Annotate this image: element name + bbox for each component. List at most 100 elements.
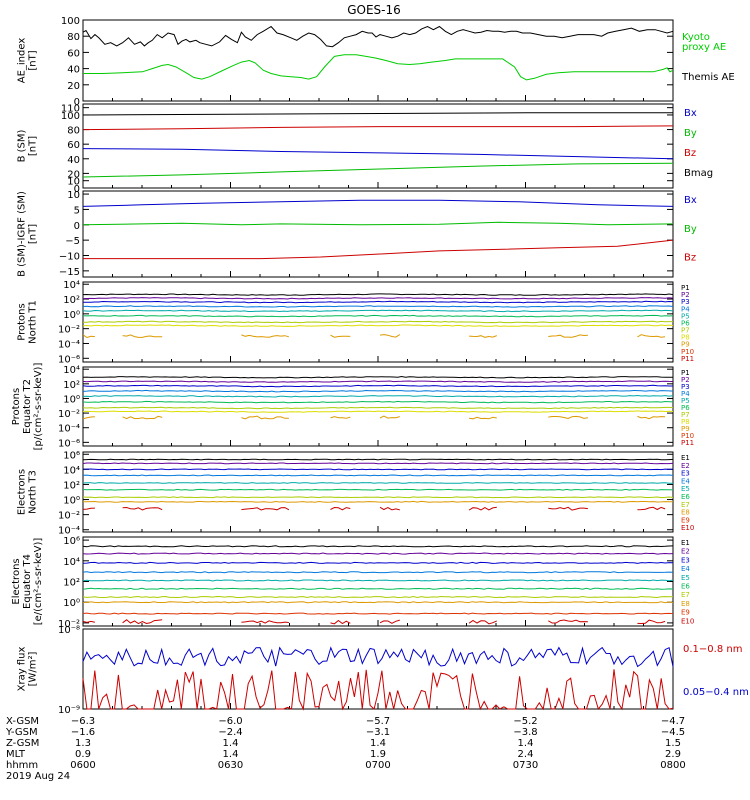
series-line [82, 462, 674, 465]
plot-title: GOES-16 [347, 3, 401, 17]
x-axis-row-label: Y-GSM [5, 727, 38, 738]
legend-entry: P8 [681, 418, 690, 426]
y-axis-label: Equator T4 [22, 554, 33, 609]
x-axis-tick-value: −5.2 [513, 716, 537, 727]
y-axis-label: North T1 [28, 300, 39, 344]
x-axis-row-label: Z-GSM [6, 738, 39, 749]
series-line [548, 619, 588, 624]
legend-entry: proxy AE [682, 42, 726, 53]
series-line [82, 545, 674, 548]
series-line [82, 162, 674, 178]
y-tick-label: 10⁰ [63, 598, 80, 609]
series-line [82, 561, 674, 564]
x-axis-tick-value: −6.3 [71, 716, 95, 727]
series-line [82, 474, 674, 477]
y-tick-label: 80 [67, 126, 80, 137]
series-line [548, 334, 588, 338]
series-group-pt1 [82, 293, 674, 339]
series-line [82, 410, 674, 413]
legend-entry: P6 [681, 319, 690, 327]
legend-entry: E8 [681, 600, 690, 608]
legend-entry: 0.1−0.8 nm [683, 644, 742, 655]
series-line [82, 488, 674, 491]
series-line [241, 415, 289, 420]
y-axis-label: Electrons [11, 558, 22, 604]
series-line [379, 506, 400, 511]
legend-entry: P11 [681, 355, 694, 363]
series-group-bsm [82, 112, 674, 178]
x-axis-row-label: X-GSM [6, 716, 39, 727]
legend-entry: E1 [681, 539, 690, 547]
series-line [82, 400, 674, 404]
y-tick-label: 10⁻⁴ [58, 526, 80, 537]
series-line [82, 612, 674, 615]
legend-entry: E3 [681, 556, 690, 564]
series-line [241, 620, 289, 624]
x-axis-tick-value: 1.4 [223, 749, 239, 760]
y-tick-label: 10⁴ [63, 465, 80, 476]
panel-frame [82, 366, 674, 447]
series-line [330, 506, 351, 511]
series-line [241, 507, 290, 511]
y-tick-label: 10⁰ [63, 310, 80, 321]
series-line [241, 334, 290, 338]
y-tick-label: 0 [74, 221, 80, 232]
series-line [637, 334, 666, 338]
series-line [469, 416, 497, 420]
series-line [82, 496, 674, 499]
y-tick-label: 10⁻² [58, 511, 80, 522]
legend-entry: Bx [684, 108, 697, 119]
y-tick-label: 40 [67, 155, 80, 166]
series-line [82, 199, 674, 207]
series-group-xray [82, 646, 674, 711]
legend-entry: Bx [684, 195, 697, 206]
series-line [82, 482, 674, 484]
legend-entry: By [684, 128, 697, 139]
x-axis-tick-value: 0730 [513, 760, 538, 771]
legend-entry: E10 [681, 617, 694, 625]
x-axis-row-label: 2019 Aug 24 [6, 771, 70, 782]
x-axis-tick-value: 0.9 [75, 749, 91, 760]
series-line [330, 334, 351, 338]
legend-entry: Kyoto [682, 32, 710, 43]
series-line [122, 619, 163, 625]
y-tick-label: 100 [61, 111, 80, 122]
legend-entry: P2 [681, 376, 690, 384]
legend-entry: P9 [681, 341, 690, 349]
x-axis-tick-value: 0600 [70, 760, 95, 771]
x-axis-tick-value: −6.0 [218, 716, 242, 727]
panel-et4: 10⁶ 10⁴ 10² 10⁰ 10⁻² Electrons Equator T4 [e/(c… [11, 536, 694, 630]
series-line [82, 601, 674, 604]
panel-frame [82, 19, 674, 102]
y-axis-label: Protons [11, 388, 22, 425]
y-tick-label: 60 [67, 140, 80, 151]
x-axis-tick-value: −4.7 [661, 716, 685, 727]
series-line [83, 239, 674, 260]
y-axis-label: Xray flux [17, 647, 28, 692]
legend-entry: P10 [681, 432, 694, 440]
y-tick-label: 10⁰ [63, 394, 80, 405]
y-axis-label: AE_index [17, 38, 28, 84]
series-line [82, 375, 673, 379]
series-line [637, 506, 666, 511]
series-line [82, 646, 674, 668]
x-axis-tick-value: 1.4 [223, 738, 239, 749]
y-axis-label: Equator T2 [22, 379, 33, 434]
legend-entry: E3 [681, 470, 690, 478]
legend-entry: By [684, 224, 697, 235]
x-axis-tick-value: −4.5 [661, 727, 685, 738]
series-line [82, 500, 674, 503]
series-line [379, 415, 400, 419]
y-tick-label: 10⁶ [63, 536, 80, 547]
y-axis-label: [W/m²] [28, 651, 39, 686]
legend-entry: P7 [681, 411, 690, 419]
series-line [82, 552, 674, 555]
legend-entry: E4 [681, 565, 690, 573]
x-axis-tick-value: 1.4 [370, 738, 386, 749]
y-axis-label: North T3 [28, 470, 39, 514]
legend-entry: E9 [681, 609, 690, 617]
x-axis-tick-value: −3.1 [366, 727, 390, 738]
legend-entry: P2 [681, 291, 690, 299]
